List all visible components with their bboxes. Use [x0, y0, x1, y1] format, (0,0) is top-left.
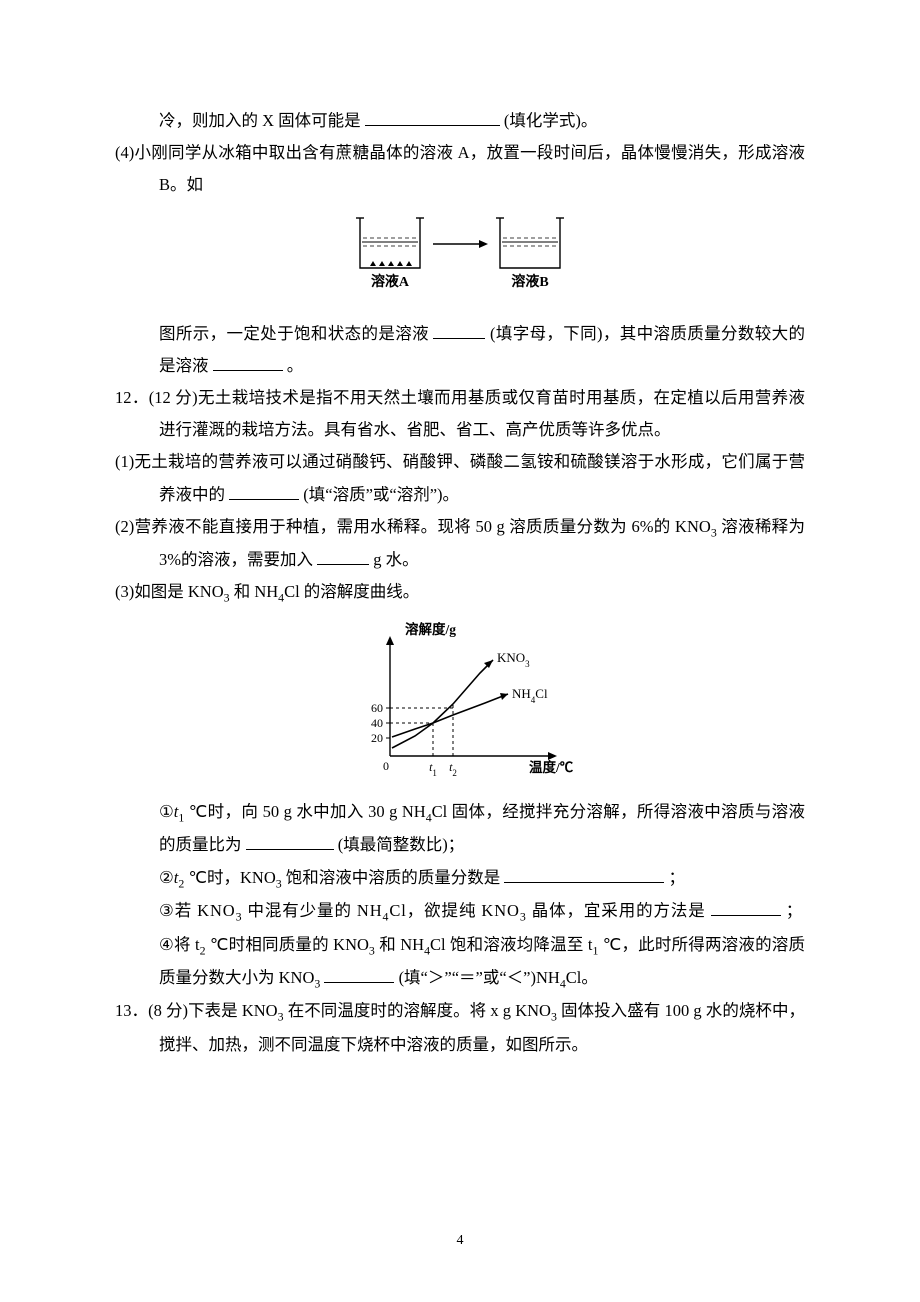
- circled-4: ④: [159, 929, 174, 961]
- page-number: 4: [0, 1227, 920, 1254]
- txt: 冷，则加入的 X 固体可能是: [159, 111, 361, 130]
- beaker-svg: 溶液A 溶液B: [330, 208, 590, 303]
- svg-text:0: 0: [383, 759, 389, 773]
- q12-head: 12．(12 分)无土栽培技术是指不用天然土壤而用基质或仅育苗时用基质，在定植以…: [115, 382, 805, 446]
- txt: Cl。: [566, 968, 598, 987]
- txt: 图所示，一定处于饱和状态的是溶液: [159, 324, 429, 343]
- solubility-figure: 溶解度/g 温度/℃ 204060 0 t1 t2 NH4Cl KNO3: [115, 616, 805, 792]
- txt: 若 KNO: [175, 901, 236, 920]
- q-4: (4)小刚同学从冰箱中取出含有蔗糖晶体的溶液 A，放置一段时间后，晶体慢慢消失，…: [115, 137, 805, 201]
- txt: 中混有少量的 NH: [242, 901, 382, 920]
- blank: [711, 900, 781, 916]
- svg-text:40: 40: [371, 716, 383, 730]
- txt: ℃时相同质量的 KNO: [206, 935, 369, 954]
- blank: [433, 323, 485, 339]
- q-4-cont: 图所示，一定处于饱和状态的是溶液 (填字母，下同)，其中溶质质量分数较大的是溶液…: [115, 318, 805, 382]
- circled-3: ③: [159, 895, 175, 927]
- svg-text:溶解度/g: 溶解度/g: [405, 621, 456, 637]
- svg-text:KNO3: KNO3: [497, 650, 530, 669]
- txt: 和 NH: [230, 582, 279, 601]
- q12-1: (1)无土栽培的营养液可以通过硝酸钙、硝酸钾、磷酸二氢铵和硫酸镁溶于水形成，它们…: [115, 446, 805, 510]
- txt: ；: [786, 901, 803, 920]
- txt: (填最简整数比)；: [338, 835, 465, 854]
- svg-text:20: 20: [371, 731, 383, 745]
- q12-2: (2)营养液不能直接用于种植，需用水稀释。现将 50 g 溶质质量分数为 6%的…: [115, 511, 805, 577]
- txt: ；: [669, 868, 686, 887]
- q12-iii: ③若 KNO3 中混有少量的 NH4Cl，欲提纯 KNO3 晶体，宜采用的方法是…: [115, 895, 805, 928]
- frag-line-1: 冷，则加入的 X 固体可能是 (填化学式)。: [115, 105, 805, 137]
- q13: 13．(8 分)下表是 KNO3 在不同温度时的溶解度。将 x g KNO3 固…: [115, 995, 805, 1061]
- blank: [504, 867, 664, 883]
- txt: ℃时，向 50 g 水中加入 30 g NH: [184, 802, 425, 821]
- q12-i: ①t1 ℃时，向 50 g 水中加入 30 g NH4Cl 固体，经搅拌充分溶解…: [115, 796, 805, 862]
- sub: 3: [314, 976, 320, 990]
- txt: (填化学式)。: [504, 111, 598, 130]
- txt: (1)无土栽培的营养液可以通过硝酸钙、硝酸钾、磷酸二氢铵和硫酸镁溶于水形成，它们…: [115, 452, 805, 503]
- txt: Cl 的溶解度曲线。: [284, 582, 419, 601]
- sub: 3: [520, 909, 527, 923]
- blank: [213, 355, 283, 371]
- txt: Cl 饱和溶液均降温至 t: [430, 935, 592, 954]
- txt: (4)小刚同学从冰箱中取出含有蔗糖晶体的溶液 A，放置一段时间后，晶体慢慢消失，…: [115, 143, 805, 194]
- svg-text:t2: t2: [449, 760, 457, 778]
- page-number-text: 4: [457, 1233, 464, 1248]
- blank: [246, 835, 334, 851]
- blank: [317, 549, 369, 565]
- blank: [229, 484, 299, 500]
- txt: 在不同温度时的溶解度。将 x g KNO: [284, 1001, 551, 1020]
- q12-3: (3)如图是 KNO3 和 NH4Cl 的溶解度曲线。: [115, 576, 805, 609]
- svg-text:t1: t1: [429, 760, 437, 778]
- txt: 12．(12 分)无土栽培技术是指不用天然土壤而用基质或仅育苗时用基质，在定植以…: [115, 388, 805, 439]
- page: 冷，则加入的 X 固体可能是 (填化学式)。 (4)小刚同学从冰箱中取出含有蔗糖…: [0, 0, 920, 1302]
- txt: g 水。: [373, 550, 418, 569]
- txt: (2)营养液不能直接用于种植，需用水稀释。现将 50 g 溶质质量分数为 6%的…: [115, 517, 711, 536]
- txt: (填“溶质”或“溶剂”)。: [303, 485, 459, 504]
- svg-text:60: 60: [371, 701, 383, 715]
- svg-text:温度/℃: 温度/℃: [529, 759, 574, 775]
- solubility-svg: 溶解度/g 温度/℃ 204060 0 t1 t2 NH4Cl KNO3: [330, 616, 590, 781]
- q12-iv: ④将 t2 ℃时相同质量的 KNO3 和 NH4Cl 饱和溶液均降温至 t1 ℃…: [115, 929, 805, 996]
- txt: Cl，欲提纯 KNO: [389, 901, 519, 920]
- txt: (填“＞”“＝”或“＜”)NH: [399, 968, 560, 987]
- circled-2: ②: [159, 862, 174, 894]
- txt: 。: [287, 356, 304, 375]
- blank: [365, 110, 500, 126]
- txt: 将 t: [174, 935, 200, 954]
- svg-text:溶液A: 溶液A: [371, 273, 410, 290]
- txt: (3)如图是 KNO: [115, 582, 224, 601]
- txt: 饱和溶液中溶质的质量分数是: [282, 868, 501, 887]
- svg-text:溶液B: 溶液B: [511, 273, 548, 290]
- beaker-figure: 溶液A 溶液B: [115, 208, 805, 314]
- svg-text:NH4Cl: NH4Cl: [512, 686, 548, 705]
- txt: 13．(8 分)下表是 KNO: [115, 1001, 278, 1020]
- txt: 和 NH: [375, 935, 424, 954]
- blank: [324, 967, 394, 983]
- circled-1: ①: [159, 796, 174, 828]
- q12-ii: ②t2 ℃时，KNO3 饱和溶液中溶质的质量分数是 ；: [115, 862, 805, 895]
- txt: 晶体，宜采用的方法是: [527, 901, 706, 920]
- txt: ℃时，KNO: [184, 868, 275, 887]
